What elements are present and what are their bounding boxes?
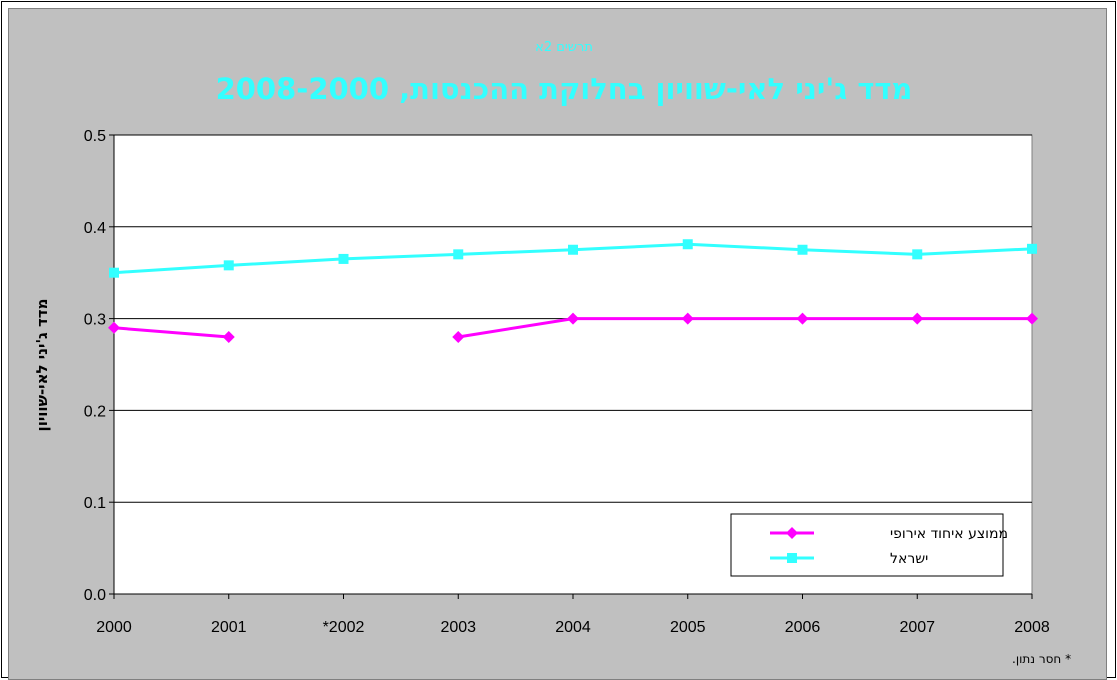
data-point (682, 239, 693, 250)
series-line (113, 326, 229, 339)
y-tick-label: 0.0 (84, 587, 106, 604)
data-point (796, 312, 809, 325)
x-tick-label: *2002 (323, 619, 365, 636)
series-0 (108, 312, 1038, 343)
data-point (338, 253, 349, 264)
x-tick-label: 2008 (1014, 619, 1050, 636)
x-tick-label: 2000 (96, 619, 132, 636)
y-tick-label: 0.4 (84, 220, 106, 237)
data-point (567, 312, 579, 325)
chart-title: מדד ג'יני לאי-שוויון בחלוקת ההכנסות, 200… (216, 72, 913, 106)
x-tick-label: 2001 (211, 619, 247, 636)
data-point (452, 330, 465, 343)
legend-marker (787, 553, 797, 563)
data-point (108, 321, 120, 334)
data-point (681, 312, 694, 325)
chart-subtitle: תרשים 2א (535, 40, 593, 55)
y-tick-label: 0.2 (84, 403, 106, 420)
legend: ממוצע איחוד אירופי ישראל (730, 513, 1008, 577)
legend-label: ממוצע איחוד אירופי (890, 526, 1008, 542)
x-tick-label: 2004 (555, 619, 591, 636)
y-axis-label: מדד ג'יני לאי-שוויון (33, 299, 51, 432)
x-tick-label: 2007 (899, 619, 935, 636)
data-point (222, 330, 235, 343)
axes: 0.0 0.1 0.2 0.3 0.4 0.5 2000 2001 *2002 2003 2004 2… (84, 128, 1050, 636)
data-point (797, 244, 808, 255)
y-tick-label: 0.3 (84, 312, 106, 329)
data-point (1026, 312, 1038, 325)
x-tick-label: 2006 (785, 619, 821, 636)
data-point (223, 260, 234, 271)
data-point (568, 244, 578, 255)
x-tick-label: 2005 (670, 619, 706, 636)
y-tick-label: 0.1 (84, 495, 106, 512)
data-point (911, 312, 924, 325)
legend-item: ממוצע איחוד אירופי (770, 526, 1008, 542)
series-layer (108, 239, 1038, 343)
footnote: * חסר נתון. (1012, 652, 1071, 666)
data-point (1027, 243, 1037, 254)
series-line (458, 317, 1032, 339)
data-point (453, 249, 464, 260)
y-tick-label: 0.5 (84, 128, 106, 145)
data-point (912, 249, 923, 260)
legend-label: ישראל (890, 551, 928, 567)
legend-marker (786, 527, 798, 539)
legend-box (730, 513, 1004, 577)
series-1 (109, 239, 1037, 278)
x-tick-label: 2003 (440, 619, 476, 636)
data-point (109, 267, 119, 278)
legend-item: ישראל (770, 551, 928, 567)
